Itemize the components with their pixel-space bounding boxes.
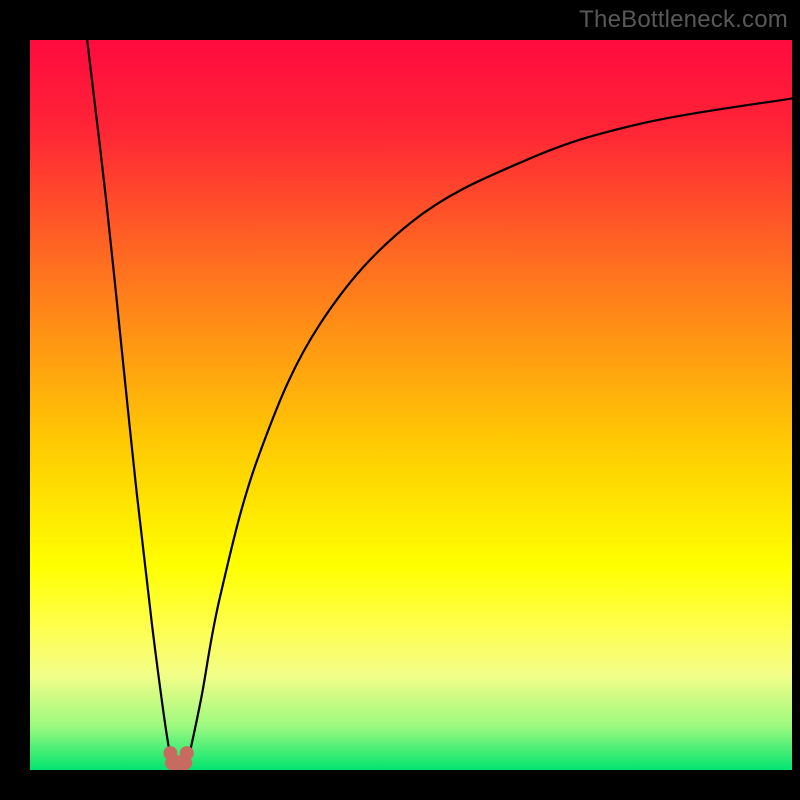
bottleneck-chart bbox=[30, 40, 792, 770]
gradient-background bbox=[30, 40, 792, 770]
chart-frame: TheBottleneck.com bbox=[0, 0, 800, 800]
watermark-text: TheBottleneck.com bbox=[579, 6, 788, 34]
